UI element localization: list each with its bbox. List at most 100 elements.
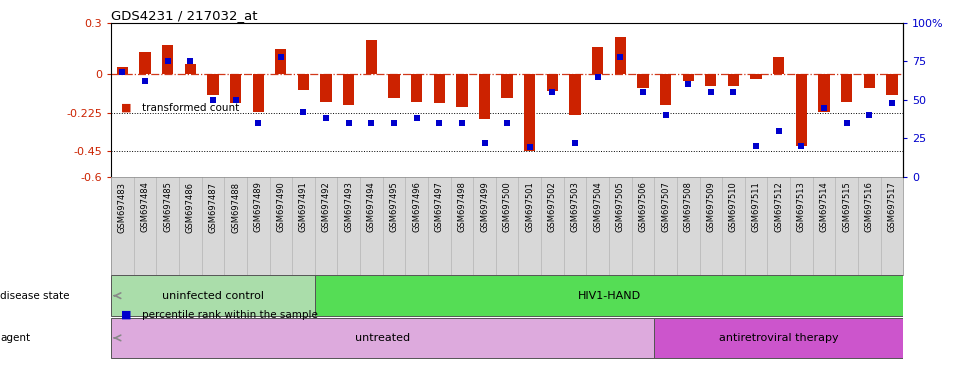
Point [160, 58, 176, 65]
Text: GDS4231 / 217032_at: GDS4231 / 217032_at [111, 9, 258, 22]
Bar [117, 68, 128, 74]
Point [319, 115, 334, 121]
Bar [683, 74, 694, 81]
Text: GSM697497: GSM697497 [435, 182, 443, 232]
Text: GSM697484: GSM697484 [140, 182, 150, 232]
Point [816, 104, 832, 111]
Text: GSM697506: GSM697506 [639, 182, 647, 232]
Bar [727, 74, 739, 86]
Point [363, 120, 379, 126]
Bar [501, 74, 513, 98]
Text: GSM697507: GSM697507 [661, 182, 670, 232]
Text: GSM697494: GSM697494 [367, 182, 376, 232]
Text: GSM697485: GSM697485 [163, 182, 172, 232]
Text: GSM697496: GSM697496 [412, 182, 421, 232]
Text: GSM697491: GSM697491 [298, 182, 308, 232]
Text: GSM697490: GSM697490 [276, 182, 285, 232]
Text: GSM697512: GSM697512 [774, 182, 783, 232]
Point [636, 89, 651, 95]
Bar [796, 74, 807, 146]
Text: transformed count: transformed count [142, 103, 240, 113]
Point [838, 120, 854, 126]
Point [522, 144, 537, 151]
Point [771, 127, 786, 134]
Bar [111, 275, 315, 316]
Point [183, 58, 198, 65]
Text: disease state: disease state [0, 291, 70, 301]
Text: GSM697516: GSM697516 [865, 182, 874, 232]
Point [703, 89, 719, 95]
Bar [751, 74, 762, 79]
Bar [230, 74, 242, 103]
Bar [321, 74, 331, 101]
Text: GSM697492: GSM697492 [322, 182, 330, 232]
Text: ■: ■ [121, 310, 131, 320]
Text: GSM697486: GSM697486 [185, 182, 195, 233]
Text: GSM697487: GSM697487 [209, 182, 217, 233]
Bar [818, 74, 830, 112]
Point [612, 54, 628, 60]
Text: GSM697498: GSM697498 [457, 182, 467, 232]
Bar [886, 74, 897, 95]
Text: uninfected control: uninfected control [162, 291, 264, 301]
Text: GSM697514: GSM697514 [819, 182, 829, 232]
Text: percentile rank within the sample: percentile rank within the sample [142, 310, 318, 320]
Text: GSM697513: GSM697513 [797, 182, 806, 232]
Text: GSM697501: GSM697501 [526, 182, 534, 232]
Point [862, 112, 877, 118]
Text: GSM697495: GSM697495 [389, 182, 399, 232]
Text: HIV1-HAND: HIV1-HAND [578, 291, 640, 301]
Bar [592, 47, 604, 74]
Point [250, 120, 266, 126]
Text: GSM697502: GSM697502 [548, 182, 557, 232]
Point [545, 89, 560, 95]
Bar [864, 74, 875, 88]
Text: GSM697508: GSM697508 [684, 182, 693, 232]
Bar [185, 64, 196, 74]
Bar [525, 74, 535, 151]
Point [115, 69, 130, 75]
Bar [139, 52, 151, 74]
Bar [569, 74, 581, 115]
Text: ■: ■ [121, 103, 131, 113]
Text: antiretroviral therapy: antiretroviral therapy [719, 333, 838, 343]
Point [658, 112, 673, 118]
Text: GSM697510: GSM697510 [729, 182, 738, 232]
Text: GSM697517: GSM697517 [888, 182, 896, 232]
Point [205, 97, 220, 103]
Bar [162, 45, 173, 74]
Point [725, 89, 741, 95]
Bar [343, 74, 355, 105]
Bar [252, 74, 264, 112]
Bar [208, 74, 218, 95]
Point [680, 81, 696, 88]
Text: GSM697504: GSM697504 [593, 182, 602, 232]
Bar [298, 74, 309, 89]
Text: agent: agent [0, 333, 30, 343]
Bar [654, 318, 903, 358]
Point [567, 140, 582, 146]
Bar [479, 74, 490, 119]
Text: GSM697503: GSM697503 [571, 182, 580, 232]
Bar [614, 37, 626, 74]
Text: GSM697509: GSM697509 [706, 182, 716, 232]
Point [409, 115, 424, 121]
Point [590, 74, 606, 80]
Bar [638, 74, 648, 88]
Point [137, 78, 153, 84]
Text: GSM697499: GSM697499 [480, 182, 489, 232]
Bar [773, 57, 784, 74]
Bar [315, 275, 903, 316]
Point [341, 120, 356, 126]
Text: GSM697489: GSM697489 [254, 182, 263, 232]
Point [794, 143, 810, 149]
Bar [841, 74, 852, 101]
Bar [456, 74, 468, 107]
Point [477, 140, 493, 146]
Text: GSM697505: GSM697505 [615, 182, 625, 232]
Point [884, 100, 899, 106]
Bar [388, 74, 400, 98]
Bar [411, 74, 422, 101]
Bar [434, 74, 445, 103]
Point [273, 54, 289, 60]
